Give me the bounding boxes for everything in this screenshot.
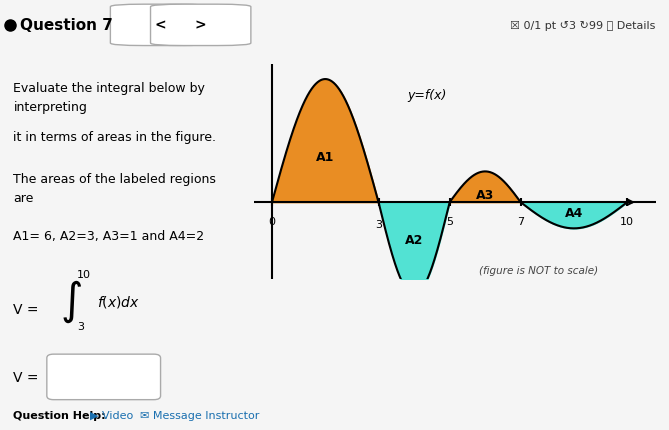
Text: A1: A1 <box>316 150 334 163</box>
Text: (figure is NOT to scale): (figure is NOT to scale) <box>479 265 598 275</box>
Text: it in terms of areas in the figure.: it in terms of areas in the figure. <box>13 131 216 144</box>
Text: are: are <box>13 192 33 205</box>
Text: V =: V = <box>13 302 39 316</box>
Text: A4: A4 <box>565 207 583 220</box>
FancyBboxPatch shape <box>47 354 161 400</box>
Text: interpreting: interpreting <box>13 101 87 114</box>
Text: 10: 10 <box>620 217 634 227</box>
Text: ☒ 0/1 pt ↺3 ↻99 ⓘ Details: ☒ 0/1 pt ↺3 ↻99 ⓘ Details <box>510 21 656 31</box>
Text: A2: A2 <box>405 233 423 246</box>
FancyBboxPatch shape <box>110 5 211 46</box>
Text: >: > <box>195 19 207 33</box>
Text: A3: A3 <box>476 188 494 202</box>
Text: Evaluate the integral below by: Evaluate the integral below by <box>13 82 205 95</box>
Text: Question 7: Question 7 <box>20 18 113 33</box>
Text: ▶ Video: ▶ Video <box>90 410 134 420</box>
FancyBboxPatch shape <box>151 5 251 46</box>
Text: A1= 6, A2=3, A3=1 and A4=2: A1= 6, A2=3, A3=1 and A4=2 <box>13 230 205 243</box>
Text: 3: 3 <box>77 321 84 331</box>
Text: y=f(x): y=f(x) <box>407 89 446 102</box>
Text: 10: 10 <box>77 270 91 280</box>
Text: The areas of the labeled regions: The areas of the labeled regions <box>13 173 216 186</box>
Text: 0: 0 <box>268 217 276 227</box>
Text: Question Help:: Question Help: <box>13 410 106 420</box>
Text: $f(x)dx$: $f(x)dx$ <box>97 293 140 309</box>
Text: ✉ Message Instructor: ✉ Message Instructor <box>140 410 260 420</box>
Text: $\int$: $\int$ <box>60 278 82 325</box>
Text: 5: 5 <box>446 217 453 227</box>
Text: <: < <box>155 19 167 33</box>
Text: 7: 7 <box>517 217 524 227</box>
Text: V =: V = <box>13 370 39 384</box>
Text: 3: 3 <box>375 220 382 230</box>
